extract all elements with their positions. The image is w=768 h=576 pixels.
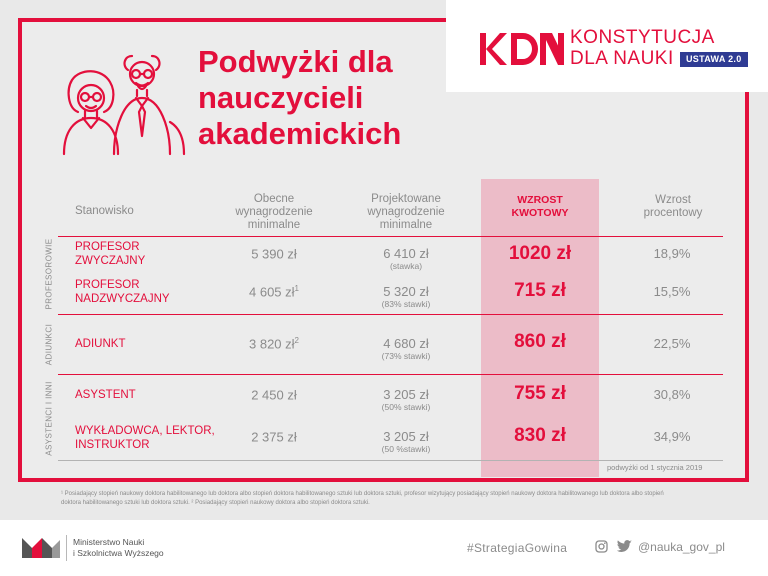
row-amount-increase: 1020 zł	[508, 243, 572, 264]
row-amount-increase: 715 zł	[514, 280, 566, 301]
row-percent-increase: 22,5%	[653, 336, 691, 351]
table-divider	[58, 314, 723, 315]
row-current-salary: 2 375 zł	[251, 429, 297, 445]
social-handle-link[interactable]: @nauka_gov_pl	[638, 540, 725, 554]
header-projected: Projektowane wynagrodzenie minimalne	[367, 193, 445, 231]
instagram-icon[interactable]	[595, 540, 608, 553]
amount-column-highlight	[481, 179, 599, 477]
group-label-profesorowie: PROFESOROWIE	[44, 238, 54, 310]
logo-badge: USTAWA 2.0	[680, 52, 748, 67]
date-note: podwyżki od 1 stycznia 2019	[607, 463, 703, 472]
ministry-logo-icon	[22, 538, 60, 558]
row-position: PROFESOR ZWYCZAJNY	[75, 241, 146, 267]
row-position: ASYSTENT	[75, 389, 136, 401]
kdn-logo-mark	[480, 33, 564, 65]
hashtag-link[interactable]: #StrategiaGowina	[467, 541, 568, 555]
academics-illustration-icon	[62, 54, 186, 156]
row-percent-increase: 34,9%	[653, 429, 691, 444]
row-current-salary: 4 605 zł1	[249, 284, 299, 300]
ministry-separator	[66, 535, 67, 561]
group-label-adiunkci: ADIUNKCI	[44, 323, 54, 366]
row-position: ADIUNKT	[75, 338, 126, 350]
row-current-salary: 3 820 zł2	[249, 336, 299, 352]
row-current-salary: 5 390 zł	[251, 246, 297, 262]
table-divider	[58, 460, 723, 461]
kdn-logo: KONSTYTUCJA DLA NAUKI USTAWA 2.0	[446, 0, 768, 92]
row-percent-increase: 30,8%	[653, 387, 691, 402]
row-amount-increase: 830 zł	[514, 425, 566, 446]
row-percent-increase: 18,9%	[653, 246, 691, 261]
twitter-icon[interactable]	[617, 540, 632, 553]
table-divider	[58, 236, 723, 237]
row-amount-increase: 755 zł	[514, 383, 566, 404]
group-label-asystenci: ASYSTENCI I INNI	[44, 381, 54, 456]
row-projected-salary: 3 205 zł (50% stawki)	[381, 387, 431, 412]
header-position: Stanowisko	[75, 205, 134, 217]
row-position: WYKŁADOWCA, LEKTOR, INSTRUKTOR	[75, 425, 215, 451]
row-current-salary: 2 450 zł	[251, 387, 297, 403]
footer-bar: Ministerstwo Nauki i Szkolnictwa Wyższeg…	[0, 520, 768, 576]
row-projected-salary: 5 320 zł (83% stawki)	[381, 284, 431, 309]
row-position: PROFESOR NADZWYCZAJNY	[75, 279, 170, 305]
footnote: ¹ Posiadający stopień naukowy doktora ha…	[61, 491, 664, 506]
row-percent-increase: 15,5%	[653, 284, 691, 299]
ministry-name: Ministerstwo Nauki i Szkolnictwa Wyższeg…	[73, 537, 164, 558]
page-title: Podwyżki dla nauczycieli akademickich	[198, 44, 402, 151]
header-percent: Wzrost procentowy	[643, 194, 703, 219]
table-divider	[58, 374, 723, 375]
row-amount-increase: 860 zł	[514, 331, 566, 352]
header-amount: WZROST KWOTOWY	[511, 194, 569, 219]
row-projected-salary: 4 680 zł (73% stawki)	[381, 336, 431, 361]
header-current: Obecne wynagrodzenie minimalne	[235, 193, 313, 231]
row-projected-salary: 6 410 zł (stawka)	[383, 246, 429, 271]
row-projected-salary: 3 205 zł (50 %stawki)	[381, 429, 431, 454]
logo-title-line2: DLA NAUKI	[570, 48, 674, 69]
logo-title-line1: KONSTYTUCJA	[570, 27, 715, 48]
infographic-card	[18, 18, 749, 482]
